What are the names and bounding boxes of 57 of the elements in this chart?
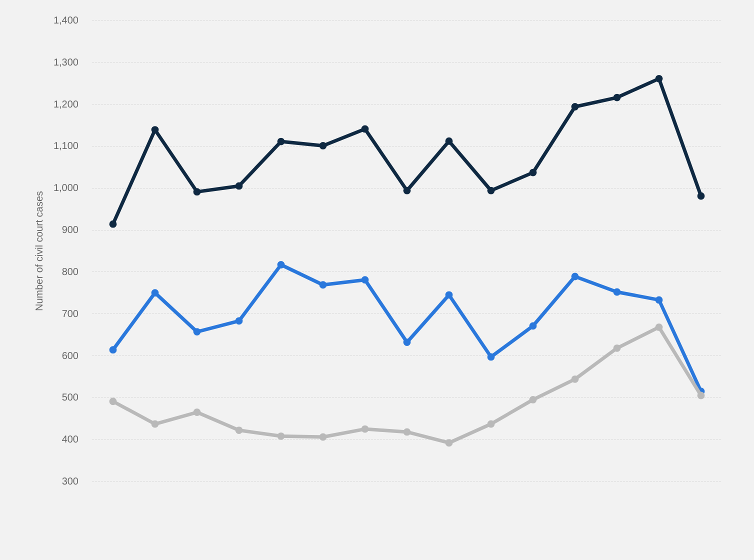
point: [403, 428, 411, 436]
point: [529, 396, 537, 404]
y-tick-label: 900: [62, 225, 79, 236]
point: [361, 276, 369, 284]
y-tick-label: 600: [62, 350, 79, 362]
y-tick-label: 1,400: [53, 16, 79, 26]
point: [277, 138, 285, 146]
point: [151, 420, 159, 428]
y-tick-label: 300: [62, 476, 79, 488]
point: [319, 281, 327, 289]
point: [571, 375, 579, 383]
point: [445, 291, 453, 299]
y-tick-label: 1,000: [53, 183, 79, 194]
point: [445, 439, 453, 447]
point: [109, 220, 117, 228]
point: [361, 425, 369, 433]
point: [529, 168, 537, 176]
point: [277, 261, 285, 268]
point: [403, 186, 411, 194]
point: [487, 420, 495, 428]
y-tick-label: 400: [62, 434, 79, 446]
point: [487, 186, 495, 194]
y-tick-label: 1,300: [53, 57, 79, 68]
point: [487, 353, 495, 361]
point: [613, 344, 621, 352]
point: [655, 74, 663, 82]
point: [277, 432, 285, 440]
y-tick-label: 800: [62, 266, 79, 278]
y-tick-label: 1,200: [53, 99, 79, 110]
point: [193, 328, 201, 336]
point: [151, 126, 159, 134]
point: [193, 188, 201, 196]
point: [193, 408, 201, 416]
point: [151, 289, 159, 297]
point: [403, 338, 411, 346]
point: [235, 426, 243, 434]
point: [655, 296, 663, 304]
point: [109, 398, 117, 406]
point: [613, 94, 621, 102]
y-axis-title: Number of civil court cases: [34, 190, 46, 312]
point: [697, 192, 705, 200]
point: [319, 433, 327, 441]
point: [613, 288, 621, 296]
point: [361, 125, 369, 133]
point: [235, 317, 243, 325]
point: [319, 142, 327, 150]
point: [445, 137, 453, 145]
y-tick-label: 700: [62, 308, 79, 320]
point: [235, 182, 243, 190]
point: [571, 103, 579, 110]
point: [697, 392, 705, 400]
y-tick-label: 500: [62, 392, 79, 404]
point: [529, 322, 537, 330]
point: [655, 323, 663, 331]
point: [109, 346, 117, 354]
y-tick-label: 1,100: [53, 141, 79, 152]
point: [571, 272, 579, 280]
